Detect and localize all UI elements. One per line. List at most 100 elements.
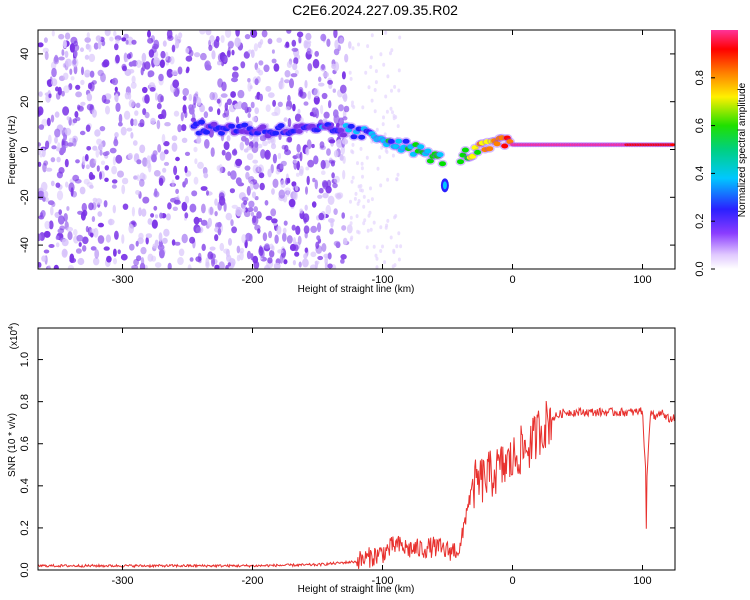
noise-speck xyxy=(136,159,142,165)
noise-speck xyxy=(226,135,231,142)
noise-speck xyxy=(386,218,390,223)
noise-speck xyxy=(258,172,265,179)
noise-speck xyxy=(55,242,60,248)
noise-speck xyxy=(45,197,49,203)
noise-speck xyxy=(55,235,60,240)
noise-speck xyxy=(185,55,193,62)
noise-speck xyxy=(350,179,354,184)
noise-speck xyxy=(374,80,378,85)
noise-speck xyxy=(141,257,145,267)
noise-speck xyxy=(147,30,151,38)
noise-speck xyxy=(383,260,387,265)
noise-speck xyxy=(399,244,403,249)
noise-speck xyxy=(81,155,86,166)
noise-speck xyxy=(252,116,258,122)
noise-speck xyxy=(395,244,399,249)
noise-speck xyxy=(86,93,93,102)
noise-speck xyxy=(97,69,104,77)
noise-speck xyxy=(40,181,48,192)
noise-speck xyxy=(74,111,79,118)
noise-speck xyxy=(284,79,290,84)
snr-panel: -300 -200 -100 0 100 0.0 0.2 0.4 0.6 0.8 1.0 Heigh… xyxy=(7,323,676,595)
noise-speck xyxy=(135,240,139,247)
noise-speck xyxy=(163,141,170,147)
noise-speck xyxy=(264,264,270,269)
noise-speck xyxy=(304,41,311,49)
noise-speck xyxy=(200,219,208,226)
noise-speck xyxy=(174,241,181,246)
noise-speck xyxy=(310,225,318,233)
noise-speck xyxy=(322,71,329,78)
noise-speck xyxy=(339,37,344,45)
noise-speck xyxy=(271,49,275,54)
noise-speck xyxy=(200,186,208,191)
noise-speck xyxy=(356,161,359,166)
noise-speck xyxy=(338,117,344,126)
noise-speck xyxy=(133,118,138,126)
noise-speck xyxy=(248,200,255,208)
noise-speck xyxy=(310,251,317,258)
noise-speck xyxy=(259,93,264,102)
noise-speck xyxy=(318,82,325,87)
noise-speck xyxy=(67,231,73,241)
noise-speck xyxy=(86,181,93,188)
signal-point xyxy=(355,126,363,132)
noise-speck xyxy=(391,110,394,115)
noise-speck xyxy=(268,230,273,239)
noise-speck xyxy=(167,202,172,210)
noise-speck xyxy=(269,250,275,258)
noise-speck xyxy=(288,198,296,208)
noise-speck xyxy=(104,30,111,37)
noise-speck xyxy=(370,139,374,144)
noise-speck xyxy=(326,38,331,47)
colorbar: 0.0 0.2 0.4 0.6 0.8 Normalized spectral ampl… xyxy=(694,30,748,277)
noise-speck xyxy=(151,219,158,229)
noise-speck xyxy=(66,226,74,232)
noise-speck xyxy=(386,177,390,182)
noise-speck xyxy=(333,208,338,216)
noise-speck xyxy=(86,32,90,39)
noise-speck xyxy=(139,178,145,187)
noise-speck xyxy=(161,109,167,119)
noise-speck xyxy=(270,208,277,217)
noise-speck xyxy=(101,61,109,68)
noise-speck xyxy=(124,57,129,63)
noise-speck xyxy=(293,244,299,252)
noise-speck xyxy=(38,124,45,130)
noise-speck xyxy=(232,66,239,71)
noise-speck xyxy=(278,80,285,90)
noise-speck xyxy=(231,49,235,56)
noise-speck xyxy=(152,243,158,249)
noise-speck xyxy=(289,78,294,89)
spectrogram-xlabel: Height of straight line (km) xyxy=(298,284,415,295)
noise-speck xyxy=(372,220,376,225)
noise-speck xyxy=(270,143,277,150)
noise-speck xyxy=(225,264,229,269)
snr-ytick-label: 0.0 xyxy=(19,562,31,577)
noise-speck xyxy=(276,37,283,43)
noise-speck xyxy=(282,232,287,242)
noise-speck xyxy=(246,146,252,151)
noise-speck xyxy=(113,258,117,265)
noise-speck xyxy=(93,158,97,164)
noise-speck xyxy=(224,108,230,118)
noise-speck xyxy=(38,161,42,167)
noise-speck xyxy=(333,150,339,158)
noise-speck xyxy=(133,258,140,266)
noise-speck xyxy=(294,185,299,191)
noise-speck xyxy=(317,255,324,261)
signal-point xyxy=(506,139,514,145)
signal-point xyxy=(198,119,205,125)
noise-speck xyxy=(53,56,60,65)
noise-speck xyxy=(240,61,246,69)
noise-speck xyxy=(55,147,60,152)
noise-speck xyxy=(38,42,44,48)
noise-speck xyxy=(333,240,341,247)
noise-speck xyxy=(302,258,309,268)
noise-speck xyxy=(159,212,163,219)
noise-speck xyxy=(217,221,222,228)
noise-speck xyxy=(243,51,250,59)
noise-speck xyxy=(340,258,345,264)
noise-speck xyxy=(158,232,163,242)
snr-ytick-label: 0.6 xyxy=(19,436,31,451)
